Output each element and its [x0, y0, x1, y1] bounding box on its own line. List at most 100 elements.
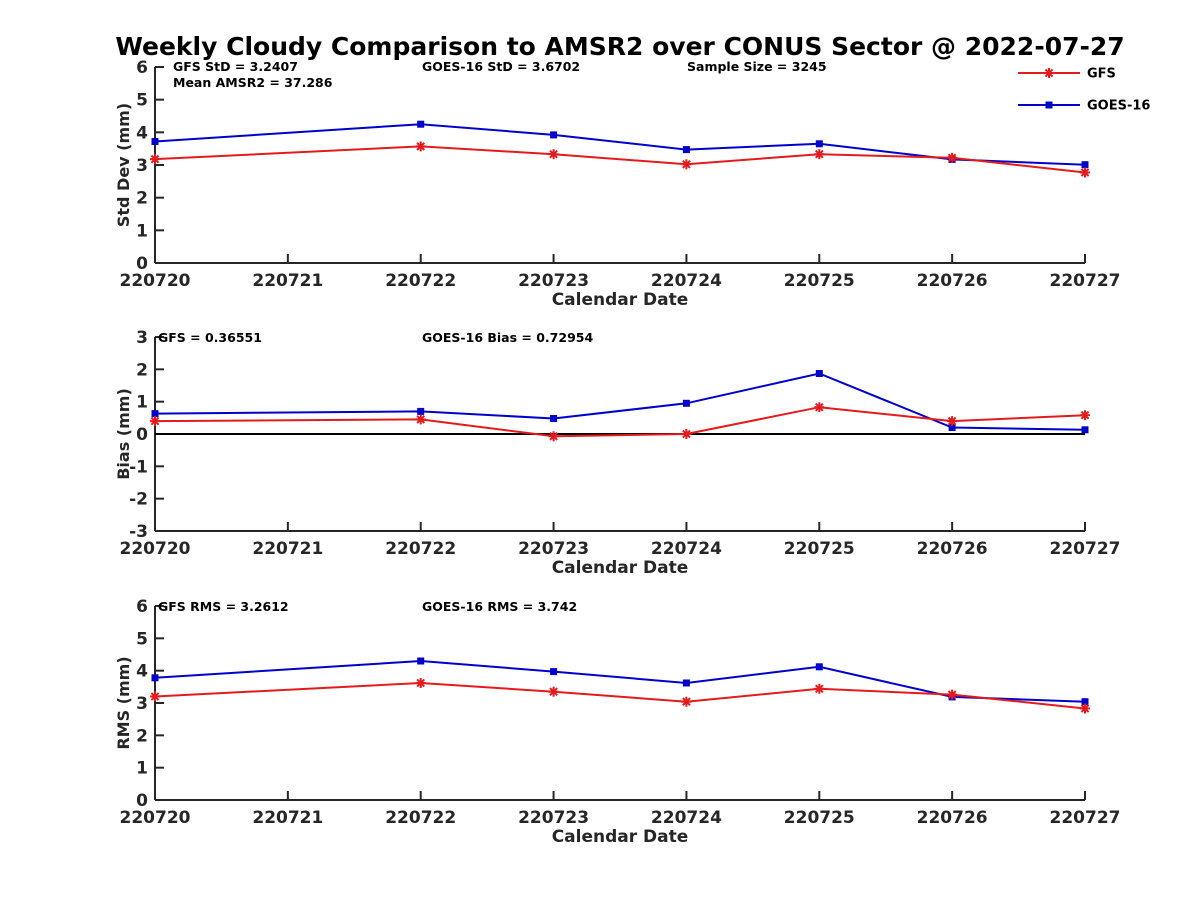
data-point-gfs [681, 159, 692, 170]
data-point-gfs [150, 154, 160, 165]
y-tick-label: -1 [129, 457, 148, 477]
data-point-gfs [1080, 167, 1090, 178]
x-axis-label: Calendar Date [552, 558, 689, 578]
data-point-goes16 [815, 370, 823, 377]
legend-marker-gfs [1044, 68, 1054, 78]
stat-annotation: GFS = 0.36551 [158, 330, 262, 345]
data-point-gfs [415, 141, 426, 152]
stat-annotation: GFS RMS = 3.2612 [158, 599, 289, 614]
x-tick-label: 220727 [1050, 808, 1121, 828]
x-tick-label: 220723 [518, 271, 589, 291]
y-axis-label: Std Dev (mm) [114, 103, 133, 227]
panel-1: 0 1 2 3 4 5 6 220720 220721 220722 220723 220724 220… [114, 58, 1120, 310]
x-tick-label: 220720 [120, 271, 191, 291]
x-tick-label: 220721 [252, 808, 323, 828]
chart-panels: 0 1 2 3 4 5 6 220720 220721 220722 220723 220724 220… [114, 58, 1120, 847]
data-point-goes16 [417, 657, 425, 665]
x-tick-label: 220721 [252, 271, 323, 291]
y-tick-label: 5 [136, 629, 148, 649]
y-tick-label: 2 [136, 360, 148, 380]
data-point-gfs [814, 683, 825, 694]
data-point-goes16 [682, 679, 690, 687]
data-point-gfs [947, 416, 958, 427]
data-point-goes16 [550, 131, 558, 139]
y-tick-label: -3 [129, 522, 148, 542]
x-axis-label: Calendar Date [552, 827, 689, 847]
series-line-goes-16 [154, 659, 1086, 703]
data-point-gfs [548, 686, 559, 697]
data-point-gfs [681, 429, 692, 439]
stat-annotation: GOES-16 RMS = 3.742 [422, 599, 577, 614]
data-point-gfs [1080, 703, 1090, 714]
x-tick-label: 220721 [252, 539, 323, 559]
stat-annotation: GFS StD = 3.2407 [173, 59, 298, 74]
y-tick-label: 6 [136, 597, 148, 617]
data-point-goes16 [1081, 698, 1089, 706]
stat-annotation: GOES-16 Bias = 0.72954 [422, 330, 593, 345]
data-point-gfs [548, 431, 559, 442]
y-tick-label: 0 [136, 791, 148, 811]
data-point-goes16 [151, 674, 159, 682]
x-axis-label: Calendar Date [552, 290, 689, 310]
legend-item-gfs: GFS [1018, 67, 1116, 82]
x-tick-label: 220726 [917, 539, 988, 559]
y-tick-label: 1 [136, 393, 148, 413]
x-tick-label: 220724 [651, 271, 722, 291]
data-point-gfs [814, 149, 825, 160]
data-point-gfs [947, 152, 958, 163]
stat-annotation: Mean AMSR2 = 37.286 [173, 75, 333, 90]
y-tick-label: 4 [136, 123, 148, 143]
x-tick-label: 220727 [1050, 271, 1121, 291]
data-point-goes16 [417, 407, 425, 415]
data-point-goes16 [682, 399, 690, 407]
y-tick-label: 2 [136, 726, 148, 746]
data-point-gfs [814, 402, 825, 413]
chart-legend: GFS GOES-16 [1018, 67, 1150, 114]
data-point-goes16 [815, 140, 823, 148]
x-tick-label: 220726 [917, 808, 988, 828]
y-tick-label: 6 [136, 58, 148, 78]
data-point-gfs [150, 691, 160, 702]
stat-annotation: Sample Size = 3245 [687, 59, 827, 74]
y-tick-label: 0 [136, 254, 148, 274]
x-tick-label: 220727 [1050, 539, 1121, 559]
x-tick-label: 220720 [120, 539, 191, 559]
panel-2: -3 -2 -1 0 1 2 3 220720 220721 220722 220723 220724… [114, 328, 1120, 578]
y-tick-label: 4 [136, 662, 148, 682]
x-tick-label: 220725 [784, 808, 855, 828]
data-point-gfs [947, 689, 958, 700]
data-point-goes16 [815, 663, 823, 671]
y-tick-label: 3 [136, 156, 148, 176]
data-point-goes16 [151, 410, 159, 418]
y-axis-label: RMS (mm) [114, 656, 133, 749]
y-tick-label: 0 [136, 425, 148, 445]
stat-annotation: GOES-16 StD = 3.6702 [422, 59, 580, 74]
x-tick-label: 220725 [784, 539, 855, 559]
data-point-gfs [150, 416, 160, 427]
data-point-goes16 [1081, 161, 1089, 169]
data-point-goes16 [682, 146, 690, 154]
legend-label: GFS [1087, 67, 1116, 82]
legend-marker-goes16 [1045, 101, 1053, 109]
x-tick-label: 220722 [385, 808, 456, 828]
data-point-gfs [415, 678, 426, 688]
data-point-gfs [1080, 410, 1090, 421]
x-tick-label: 220725 [784, 271, 855, 291]
data-point-goes16 [417, 120, 425, 128]
data-point-gfs [681, 696, 692, 707]
panel-3: 0 1 2 3 4 5 6 220720 220721 220722 220723 220724 220… [114, 597, 1120, 847]
legend-label: GOES-16 [1087, 99, 1150, 114]
data-point-gfs [415, 414, 426, 425]
legend-item-goes-16: GOES-16 [1018, 99, 1150, 114]
data-point-goes16 [550, 668, 558, 676]
data-point-goes16 [151, 138, 159, 145]
y-tick-label: 3 [136, 328, 148, 348]
x-tick-label: 220724 [651, 808, 722, 828]
y-tick-label: 1 [136, 759, 148, 779]
x-tick-label: 220723 [518, 808, 589, 828]
x-tick-label: 220724 [651, 539, 722, 559]
data-point-goes16 [1081, 426, 1089, 434]
chart-title: Weekly Cloudy Comparison to AMSR2 over C… [115, 32, 1124, 61]
x-tick-label: 220720 [120, 808, 191, 828]
